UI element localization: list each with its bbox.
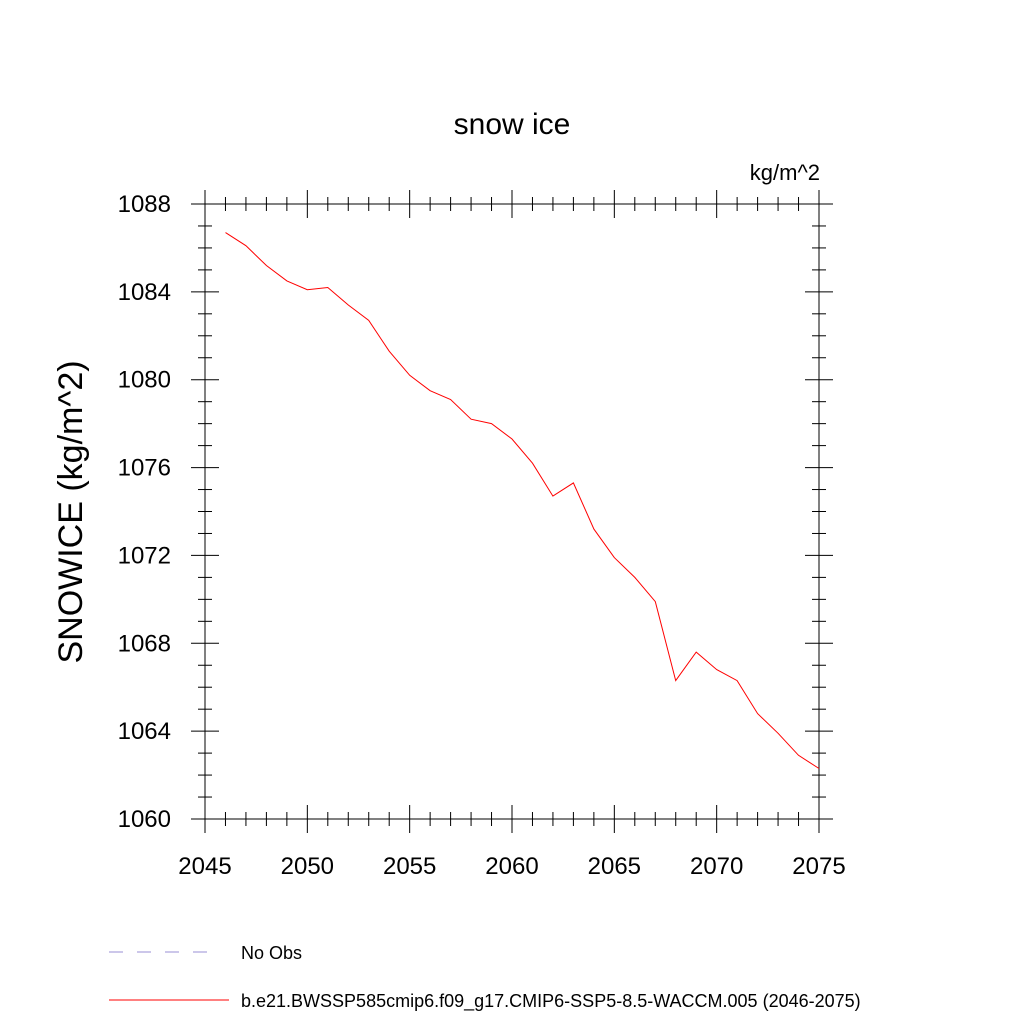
x-tick-label: 2065 — [588, 853, 641, 880]
x-tick-label: 2060 — [485, 853, 538, 880]
y-tick-label: 1064 — [118, 718, 171, 745]
y-tick-label: 1088 — [118, 191, 171, 218]
legend-label: No Obs — [241, 943, 302, 963]
x-tick-label: 2045 — [178, 853, 231, 880]
x-tick-label: 2070 — [690, 853, 743, 880]
chart-title: snow ice — [454, 108, 571, 141]
y-tick-label: 1060 — [118, 806, 171, 833]
y-tick-label: 1080 — [118, 367, 171, 394]
x-tick-label: 2050 — [281, 853, 334, 880]
x-tick-label: 2055 — [383, 853, 436, 880]
y-tick-label: 1072 — [118, 542, 171, 569]
y-axis-label: SNOWICE (kg/m^2) — [52, 360, 90, 663]
series-line-0 — [225, 232, 820, 769]
y-tick-label: 1084 — [118, 279, 171, 306]
units-label: kg/m^2 — [750, 160, 820, 185]
plot-area: 1060 1064 1068 1072 1076 1080 1084 1088 2045 2050… — [118, 190, 846, 880]
x-tick-label: 2075 — [792, 853, 845, 880]
legend: No Obs b.e21.BWSSP585cmip6.f09_g17.CMIP6-… — [109, 943, 861, 1012]
y-tick-label: 1068 — [118, 630, 171, 657]
plot-frame — [204, 203, 820, 820]
legend-label: b.e21.BWSSP585cmip6.f09_g17.CMIP6-SSP5-8… — [241, 991, 861, 1012]
y-tick-label: 1076 — [118, 455, 171, 482]
